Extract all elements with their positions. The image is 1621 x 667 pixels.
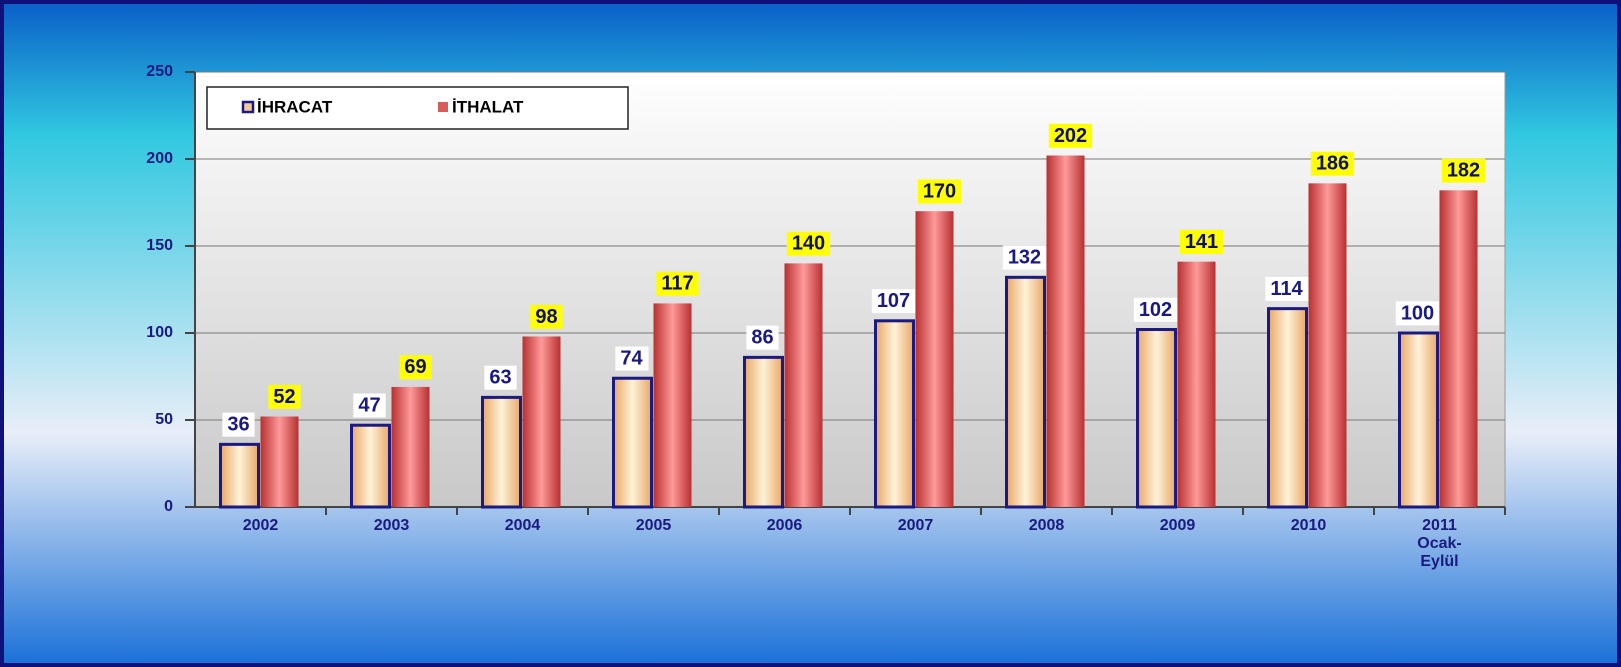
value-label: 86 xyxy=(751,327,773,349)
bar xyxy=(1005,275,1046,509)
value-label: 117 xyxy=(661,273,693,295)
legend-label: İHRACAT xyxy=(257,97,333,116)
value-label-bg xyxy=(656,271,699,296)
bar xyxy=(612,376,653,509)
value-label: 140 xyxy=(792,233,825,255)
x-tick-label: 2008 xyxy=(1028,517,1065,534)
y-tick-label: 250 xyxy=(146,63,173,80)
bar xyxy=(1308,183,1347,508)
bar xyxy=(1136,328,1177,509)
bar xyxy=(481,395,522,509)
value-label-bg xyxy=(615,346,649,371)
value-label-bg xyxy=(1048,123,1093,148)
value-label: 186 xyxy=(1316,153,1349,175)
y-tick-label: 100 xyxy=(146,324,173,341)
value-label: 69 xyxy=(404,356,426,378)
value-label: 182 xyxy=(1447,160,1480,182)
value-label-bg xyxy=(786,231,831,256)
legend-swatch xyxy=(241,100,255,114)
value-label-bg xyxy=(530,304,563,329)
value-label: 98 xyxy=(535,306,557,328)
bar xyxy=(350,423,391,509)
value-label: 74 xyxy=(620,348,643,370)
y-tick-label: 200 xyxy=(146,150,173,167)
value-label: 141 xyxy=(1185,231,1218,253)
bar xyxy=(743,355,784,509)
value-label: 47 xyxy=(358,395,380,417)
value-label: 102 xyxy=(1139,299,1172,321)
value-label-bg xyxy=(484,365,517,390)
value-label-bg xyxy=(399,355,432,380)
y-tick-label: 150 xyxy=(146,237,173,254)
value-label-bg xyxy=(1179,229,1224,254)
legend-box xyxy=(206,86,629,130)
value-label-bg xyxy=(1395,301,1440,326)
value-label: 202 xyxy=(1054,125,1087,147)
bar xyxy=(1267,307,1308,509)
value-label-bg xyxy=(871,289,916,314)
bar xyxy=(391,386,430,507)
value-label-bg xyxy=(1265,276,1309,301)
x-tick-label: 2006 xyxy=(766,517,803,534)
value-label-bg xyxy=(1441,158,1486,183)
x-tick-label: 2004 xyxy=(504,517,541,534)
x-tick-label: 2007 xyxy=(897,517,934,534)
value-label: 36 xyxy=(227,414,249,436)
x-tick-label: 2002 xyxy=(242,517,279,534)
value-label: 107 xyxy=(877,290,910,312)
value-label-bg xyxy=(268,384,301,409)
value-label-bg xyxy=(1002,245,1047,270)
x-tick-label: 2003 xyxy=(373,517,410,534)
value-label: 63 xyxy=(489,367,511,389)
bar xyxy=(874,319,915,509)
value-label-bg xyxy=(1310,151,1355,176)
bar xyxy=(653,303,692,507)
bar xyxy=(260,416,299,507)
value-label: 114 xyxy=(1270,278,1303,300)
x-tick-label: 2005 xyxy=(635,517,672,534)
x-tick-label: 2009 xyxy=(1159,517,1196,534)
bar xyxy=(784,263,823,507)
value-label: 52 xyxy=(273,386,295,408)
value-label-bg xyxy=(917,179,962,204)
legend-label: İTHALAT xyxy=(452,97,524,116)
bar xyxy=(915,211,954,507)
x-tick-label: 2011 Ocak-Eylül xyxy=(1417,517,1462,570)
y-tick-label: 0 xyxy=(164,498,173,515)
bar xyxy=(219,442,260,509)
y-tick-label: 50 xyxy=(155,411,173,428)
bar xyxy=(1398,331,1439,509)
bar xyxy=(1439,190,1478,507)
bar xyxy=(1177,261,1216,507)
bar xyxy=(1046,155,1085,507)
value-label: 132 xyxy=(1008,247,1041,269)
value-label-bg xyxy=(746,325,779,350)
value-label-bg xyxy=(222,412,255,437)
bar xyxy=(522,336,561,507)
value-label-bg xyxy=(353,393,386,418)
value-label: 170 xyxy=(923,180,956,202)
value-label-bg xyxy=(1133,297,1178,322)
x-tick-label: 2010 xyxy=(1290,517,1327,534)
legend-swatch xyxy=(438,102,448,112)
value-label: 100 xyxy=(1401,302,1434,324)
